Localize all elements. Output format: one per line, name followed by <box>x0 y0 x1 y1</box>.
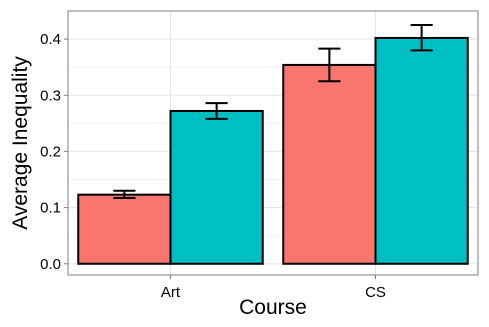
x-axis-title: Course <box>239 296 307 319</box>
y-tick-label: 0.2 <box>40 143 61 160</box>
axis-layer: 0.0 0.1 0.2 0.3 0.4 Art CS <box>40 31 386 301</box>
bar-art-series-1 <box>77 193 172 265</box>
x-tick-label: Art <box>161 284 181 301</box>
error-bar-art-series-2 <box>205 102 228 120</box>
error-bar-art-series-1 <box>113 189 136 200</box>
y-tick-label: 0.4 <box>40 31 61 48</box>
bar-cs-series-2 <box>374 36 469 265</box>
y-tick-label: 0.0 <box>40 256 61 273</box>
bar-cs-series-1 <box>282 63 377 265</box>
x-tick-label: CS <box>365 284 386 301</box>
y-tick-label: 0.3 <box>40 87 61 104</box>
y-tick-label: 0.1 <box>40 200 61 217</box>
errorbar-layer <box>113 24 433 200</box>
error-bar-cs-series-1 <box>318 47 341 83</box>
bar-layer <box>77 36 469 265</box>
bar-art-series-2 <box>169 109 264 265</box>
y-axis-title: Average Inequality <box>9 56 32 230</box>
plot-panel-border <box>67 10 479 276</box>
error-bar-cs-series-2 <box>410 24 433 52</box>
